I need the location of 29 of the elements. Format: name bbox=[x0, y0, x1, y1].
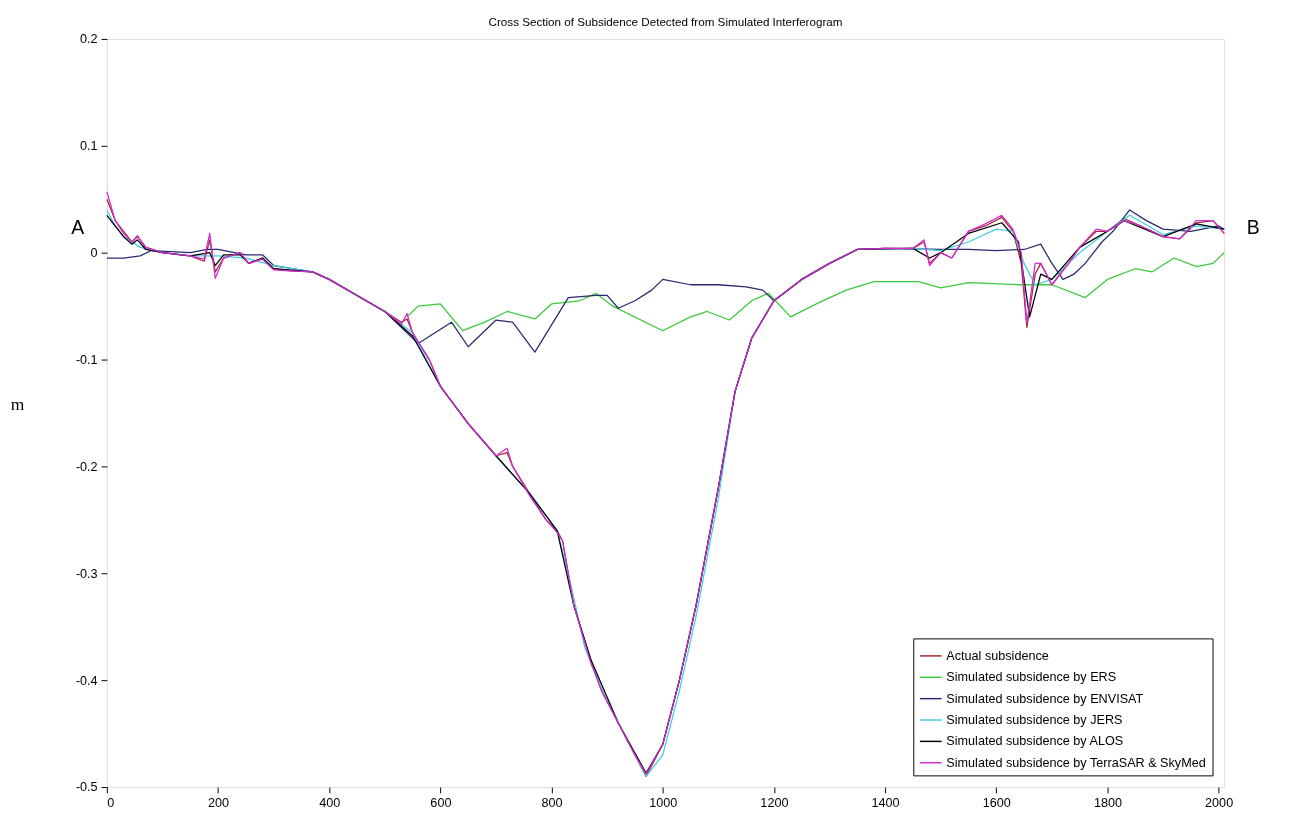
x-tick-label: 200 bbox=[208, 795, 230, 810]
y-tick-label: -0.5 bbox=[75, 780, 98, 795]
y-axis-title: m bbox=[10, 393, 25, 414]
x-tick-label: 2000 bbox=[1205, 795, 1234, 810]
legend-label: Simulated subsidence by TerraSAR & SkyMed bbox=[946, 755, 1206, 770]
x-tick-label: 1200 bbox=[760, 795, 789, 810]
x-tick-label: 400 bbox=[319, 795, 341, 810]
x-tick-label: 1000 bbox=[649, 795, 678, 810]
y-tick-label: 0 bbox=[90, 246, 98, 261]
x-tick-label: 1400 bbox=[871, 795, 900, 810]
x-tick-label: 1800 bbox=[1093, 795, 1122, 810]
text: A bbox=[71, 216, 85, 239]
y-tick-label: 0.1 bbox=[80, 139, 98, 154]
y-tick-label: -0.1 bbox=[75, 352, 98, 367]
legend-label: Simulated subsidence by ALOS bbox=[946, 734, 1124, 749]
y-tick-label: -0.3 bbox=[75, 566, 98, 581]
x-tick-label: 1600 bbox=[982, 795, 1011, 810]
x-tick-label: 0 bbox=[107, 795, 115, 810]
legend-label: Actual subsidence bbox=[946, 648, 1049, 663]
legend-label: Simulated subsidence by JERS bbox=[946, 712, 1123, 727]
x-tick-label: 800 bbox=[541, 795, 563, 810]
legend-label: Simulated subsidence by ENVISAT bbox=[946, 691, 1144, 706]
y-tick-label: -0.2 bbox=[75, 459, 98, 474]
chart-title: Cross Section of Subsidence Detected from Simulated Interferogram bbox=[488, 15, 843, 29]
y-tick-label: -0.4 bbox=[75, 673, 98, 688]
y-tick-label: 0.2 bbox=[80, 32, 98, 47]
legend-label: Simulated subsidence by ERS bbox=[946, 670, 1117, 685]
x-tick-label: 600 bbox=[430, 795, 452, 810]
text: B bbox=[1246, 216, 1260, 239]
